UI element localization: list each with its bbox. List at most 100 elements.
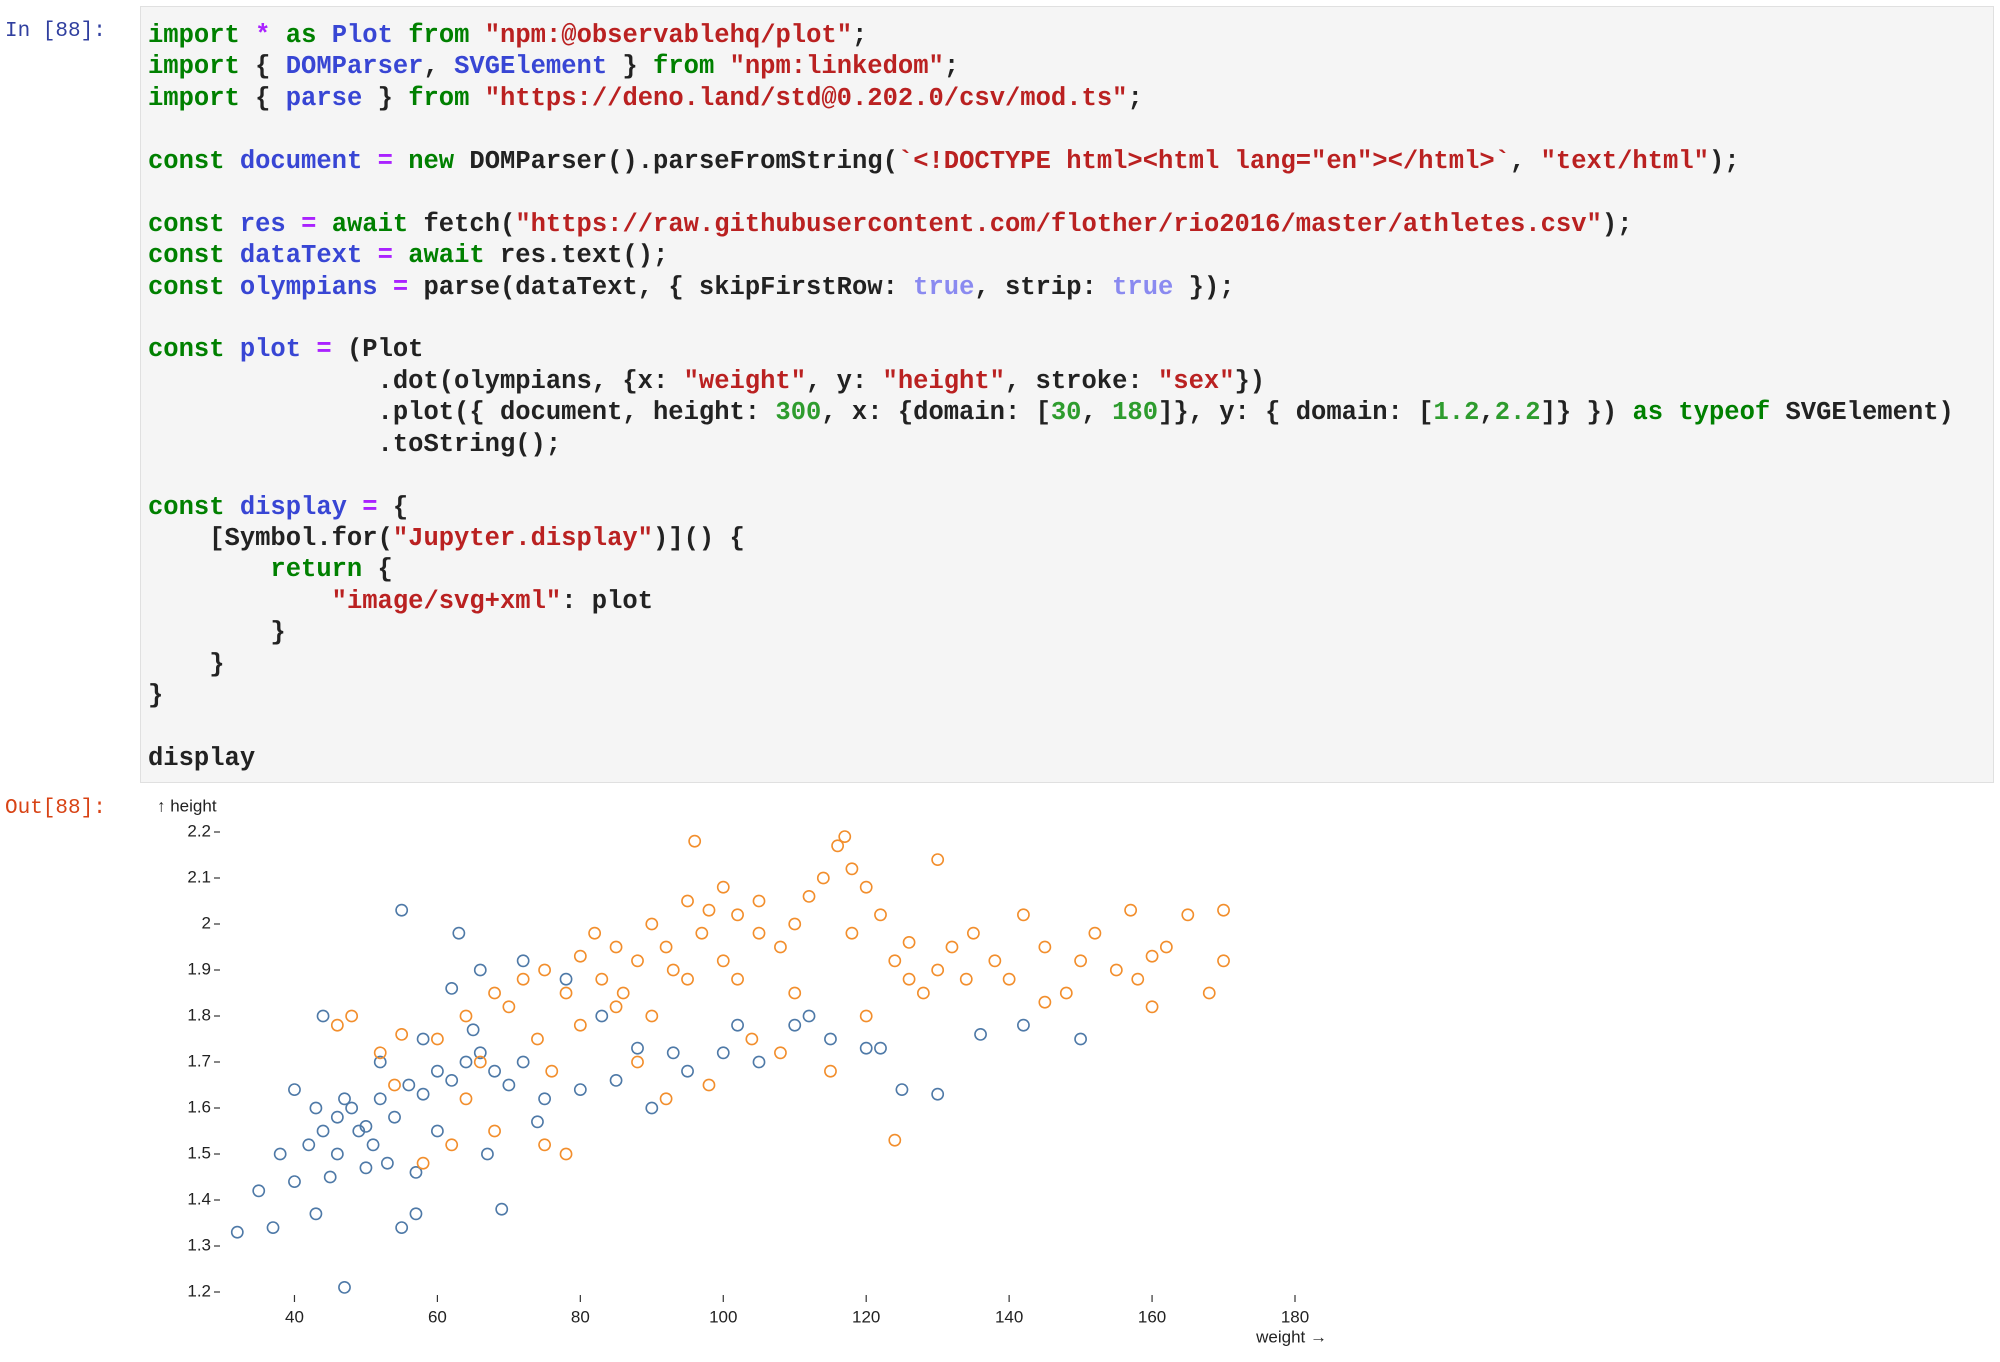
point: [916, 986, 930, 1000]
point: [388, 1078, 401, 1092]
point: [538, 1138, 551, 1152]
point: [595, 972, 609, 986]
code-token: const: [148, 335, 225, 365]
y-tick-label: 2.2: [187, 821, 211, 840]
point: [395, 1221, 409, 1234]
input-prompt: In [88]:: [5, 20, 106, 43]
point: [359, 1161, 373, 1175]
point: [409, 1207, 423, 1221]
point: [1109, 963, 1123, 977]
point: [573, 1083, 587, 1096]
point: [931, 853, 945, 866]
code-token: await: [408, 241, 485, 271]
point: [366, 1138, 380, 1152]
x-tick-label: 180: [1281, 1307, 1309, 1326]
point: [416, 1032, 430, 1046]
point: [967, 926, 980, 940]
point: [702, 903, 716, 917]
code-text: )]() {: [653, 524, 745, 553]
point: [895, 1083, 909, 1096]
code-line: .dot(olympians, {x: "weight", y: "height…: [148, 366, 1993, 397]
code-line: "image/svg+xml": plot: [148, 586, 1993, 617]
point: [445, 1074, 459, 1087]
point: [631, 1055, 644, 1069]
code-token: const: [148, 146, 225, 176]
point: [1074, 954, 1087, 968]
code-text: ,: [1510, 146, 1541, 176]
point: [1074, 1032, 1087, 1046]
code-text: ,: [1479, 398, 1495, 428]
point: [681, 894, 694, 908]
point: [824, 1064, 837, 1078]
code-text: SVGElement): [1770, 398, 1954, 428]
point: [859, 1009, 873, 1023]
point: [788, 917, 802, 931]
code-line: import { parse } from "https://deno.land…: [148, 83, 1993, 114]
point: [459, 1009, 473, 1023]
point: [974, 1028, 987, 1041]
point: [731, 908, 744, 922]
code-token: =: [377, 241, 393, 271]
code-token: =: [377, 146, 393, 176]
point: [316, 1124, 330, 1138]
point: [345, 1009, 359, 1023]
point: [416, 1087, 430, 1101]
point: [273, 1147, 287, 1161]
point: [1217, 903, 1230, 917]
point: [516, 1055, 530, 1069]
code-token: import: [148, 52, 240, 82]
y-tick-label: 1.6: [187, 1097, 211, 1116]
point: [631, 1041, 644, 1055]
y-tick-label: 1.8: [187, 1005, 211, 1024]
code-token: "npm:linkedom": [729, 52, 944, 82]
point: [1217, 954, 1230, 968]
code-line: import { DOMParser, SVGElement } from "n…: [148, 51, 1993, 82]
code-token: as: [285, 21, 317, 50]
code-token: await: [331, 209, 409, 239]
point: [395, 903, 409, 917]
point: [816, 871, 830, 885]
point: [1002, 972, 1016, 986]
point: [502, 1078, 516, 1092]
code-text: [Symbol.for(: [148, 524, 393, 553]
point: [702, 1078, 716, 1092]
code-token: 30: [1050, 398, 1082, 428]
point: [502, 1000, 516, 1014]
code-line: .plot({ document, height: 300, x: {domai…: [148, 397, 1993, 428]
point: [774, 1046, 787, 1060]
point: [488, 1124, 501, 1138]
code-line: [Symbol.for("Jupyter.display")]() {: [148, 523, 1993, 554]
code-text: ]}, y: { domain: [: [1158, 398, 1434, 428]
code-token: Plot: [331, 21, 393, 50]
y-axis-label: ↑ height: [157, 796, 217, 815]
code-token: =: [362, 492, 378, 522]
point: [666, 963, 680, 977]
point: [1017, 1018, 1030, 1032]
point: [430, 1064, 444, 1078]
code-token: from: [653, 52, 715, 82]
point: [752, 926, 766, 940]
point: [395, 1028, 409, 1041]
code-text: .plot({ document, height:: [148, 398, 776, 428]
point: [1202, 986, 1216, 1000]
code-token: const: [148, 209, 225, 239]
code-token: display: [239, 492, 347, 522]
code-text: , x: {domain: [: [821, 398, 1051, 428]
code-line: display: [148, 743, 1993, 774]
point: [1017, 908, 1030, 922]
code-token: olympians: [239, 272, 378, 302]
code-token: import: [148, 83, 240, 113]
point: [845, 926, 859, 940]
point: [774, 940, 787, 954]
point: [645, 1101, 659, 1115]
point: [459, 1055, 473, 1069]
x-tick-label: 60: [428, 1307, 447, 1326]
x-tick-label: 80: [571, 1307, 590, 1326]
point: [609, 1074, 623, 1087]
code-token: "https://raw.githubusercontent.com/floth…: [515, 209, 1602, 239]
code-text: {: [362, 555, 393, 585]
point: [859, 1041, 873, 1055]
code-cell[interactable]: import * as Plot from "npm:@observablehq…: [140, 6, 1994, 783]
